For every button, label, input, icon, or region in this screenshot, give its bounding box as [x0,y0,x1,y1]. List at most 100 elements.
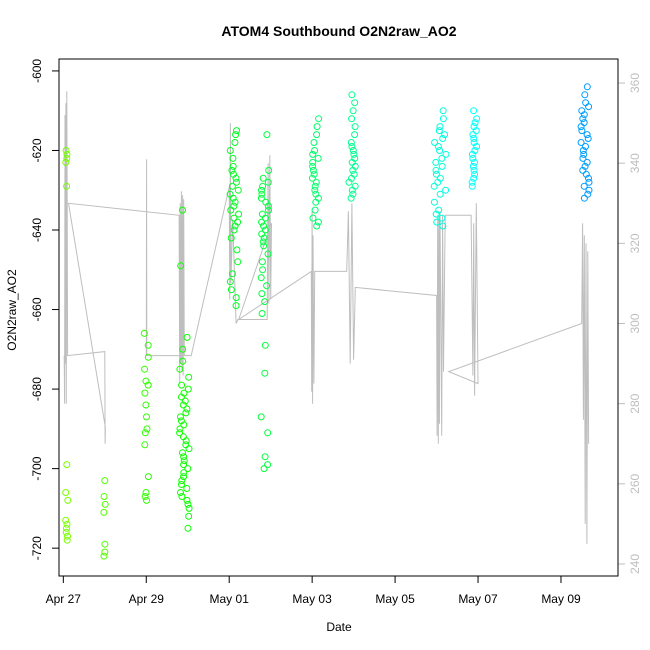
data-point [141,441,149,449]
data-point [144,473,152,481]
y-tick-label: -700 [30,456,44,480]
data-point [349,190,357,198]
data-point [231,139,239,146]
data-point [347,139,355,146]
data-point [351,123,359,131]
data-point [264,429,272,437]
data-point [582,143,589,150]
data-point [228,166,236,174]
y-tick-label: -620 [30,138,44,162]
data-point [230,226,238,234]
data-point [585,186,593,194]
data-point [348,91,356,99]
data-point [234,258,242,266]
data-point [229,162,237,170]
data-point [141,365,149,373]
data-point [100,552,108,560]
data-point [263,131,271,139]
data-point [584,190,592,198]
data-point [62,489,70,496]
data-point [313,123,321,131]
data-point [184,524,192,532]
data-point [471,158,478,166]
y-tick-label: -660 [30,297,44,321]
data-point [141,429,149,437]
data-point [473,115,481,123]
data-point [581,162,589,170]
data-point [311,182,319,190]
data-point [265,206,272,214]
data-point [312,198,320,206]
data-point [469,162,477,170]
data-point [260,242,268,250]
data-point [585,103,593,111]
data-point [232,174,240,182]
data-point [100,493,108,500]
data-point [257,194,265,202]
y2-tick-label: 320 [628,233,642,253]
data-point [182,437,190,445]
data-point [431,139,439,146]
data-point [183,405,191,413]
data-point [434,143,442,150]
data-point [469,131,477,139]
data-point [232,131,240,139]
data-point [259,174,267,182]
data-point [585,178,593,186]
data-point [350,150,358,158]
y-tick-label: -720 [30,536,44,560]
data-point [313,222,321,230]
data-point [435,127,443,135]
data-point [63,182,71,190]
data-point [144,353,152,361]
data-point [436,147,444,154]
data-point [227,286,235,294]
data-point [430,198,438,206]
data-point [228,270,236,278]
data-point [469,154,477,162]
data-point [141,389,149,397]
y2-tick-label: 240 [628,554,642,574]
data-point [144,381,152,389]
chart-marks: -600 -620 -640 -660 -680 -700 -720 240 260 280 300… [30,59,642,606]
data-point [232,178,240,186]
data-point [176,365,184,373]
x-tick-label: May 09 [541,592,581,606]
data-point [183,496,191,504]
data-point [349,107,357,115]
data-point [179,357,187,365]
data-point [439,115,447,123]
data-point [471,170,479,178]
data-point [309,214,317,222]
x-tick-label: Apr 27 [46,592,82,606]
data-point [580,111,588,119]
data-point [470,166,478,174]
data-point [579,154,587,162]
data-point [100,508,108,516]
data-point [230,214,238,222]
data-point [229,154,237,162]
y2-tick-label: 300 [628,313,642,333]
data-point [258,190,266,198]
y2-tick-label: 260 [628,473,642,493]
data-point [179,401,187,409]
data-point [264,461,272,469]
data-point [233,127,240,135]
data-point [143,425,151,433]
data-point [258,310,266,317]
data-point [583,158,591,166]
data-point [261,341,269,349]
data-point [579,147,587,154]
data-point [432,170,440,178]
data-point [432,158,440,166]
data-point [178,493,186,500]
data-point [64,532,71,540]
data-point [235,210,243,218]
data-point [259,266,267,274]
data-point [311,206,319,214]
data-point [580,194,588,202]
data-point [178,381,186,389]
y2-tick-label: 340 [628,153,642,173]
data-point [311,186,319,194]
